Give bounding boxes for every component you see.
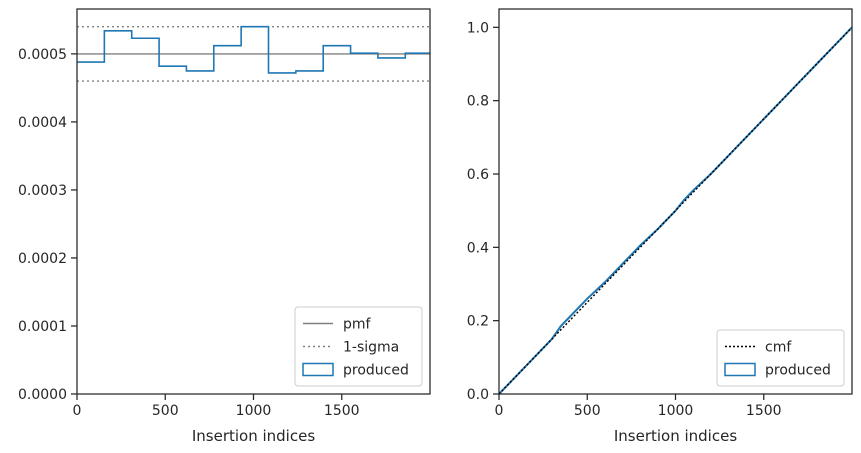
y-tick-label: 1.0: [467, 20, 489, 36]
legend-pmf-label: pmf: [343, 317, 372, 333]
cmf-chart: 0 500 1000 1500 0.0 0.2 0.4 0.6 0.8 1.0 Insertio…: [467, 8, 853, 445]
legend-sigma-label: 1-sigma: [343, 340, 399, 356]
y-tick-label: 0.0002: [18, 251, 67, 267]
x-tick-label: 0: [73, 403, 82, 419]
legend-box: [294, 306, 423, 387]
legend-produced-label: produced: [343, 363, 409, 379]
x-tick-label: 500: [152, 403, 179, 419]
x-tick-label: 1500: [746, 403, 782, 419]
cmf-lines: [498, 26, 853, 395]
y-tick-label: 0.2: [467, 314, 489, 330]
left-x-ticks: 0 500 1000 1500: [73, 394, 360, 419]
left-legend: pmf 1-sigma produced: [294, 306, 423, 387]
y-tick-label: 0.6: [467, 167, 489, 183]
y-tick-label: 0.0: [467, 387, 489, 403]
x-tick-label: 1000: [658, 403, 694, 419]
y-tick-label: 0.4: [467, 240, 489, 256]
legend-cmf-label: cmf: [765, 340, 792, 356]
produced-cumulative-line: [498, 26, 853, 395]
y-tick-label: 0.8: [467, 94, 489, 110]
x-tick-label: 500: [574, 403, 601, 419]
right-legend: cmf produced: [716, 329, 845, 387]
y-tick-label: 0.0000: [18, 387, 67, 403]
y-tick-label: 0.0003: [18, 183, 67, 199]
left-x-axis-label: Insertion indices: [192, 427, 315, 445]
y-tick-label: 0.0001: [18, 319, 67, 335]
x-tick-label: 0: [495, 403, 504, 419]
y-tick-label: 0.0005: [18, 47, 67, 63]
legend-box: [716, 329, 845, 387]
pmf-histogram-chart: 0 500 1000 1500 0.00000.00010.00020.00030.0…: [18, 8, 431, 445]
right-x-axis-label: Insertion indices: [614, 427, 737, 445]
right-y-ticks: 0.0 0.2 0.4 0.6 0.8 1.0: [467, 20, 499, 403]
x-tick-label: 1500: [324, 403, 360, 419]
legend-produced-swatch: [302, 362, 334, 377]
legend-produced-swatch: [724, 362, 756, 377]
y-tick-label: 0.0004: [18, 115, 67, 131]
legend-produced-label: produced: [765, 363, 831, 379]
left-y-ticks: 0.0000 0.0001 0.0002 0.0003 0.0004 0.0005: [18, 47, 77, 403]
produced-step-line: [77, 25, 430, 74]
right-x-ticks: 0 500 1000 1500: [495, 394, 782, 419]
cmf-line: [498, 26, 853, 395]
x-tick-label: 1000: [236, 403, 272, 419]
produced-histogram: [77, 25, 430, 74]
